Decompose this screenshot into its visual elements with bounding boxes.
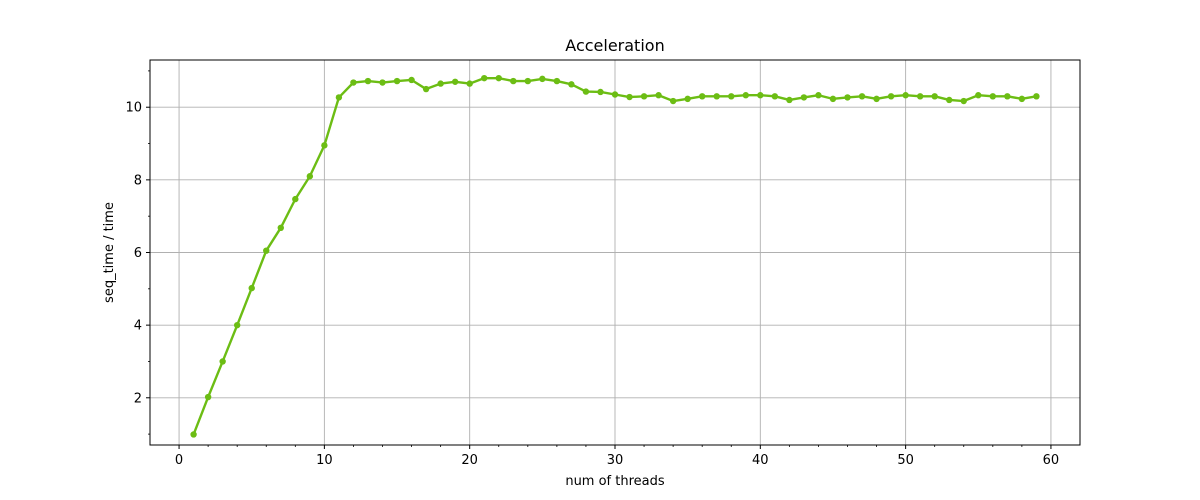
- data-point: [568, 81, 575, 88]
- data-point: [844, 94, 851, 101]
- data-point: [742, 92, 749, 99]
- data-point: [698, 93, 706, 100]
- data-point: [931, 93, 938, 100]
- data-point: [989, 93, 997, 100]
- tick-layer: 0 10 20 30 40 50 60 2 4 6 8 10: [125, 70, 1060, 468]
- data-point: [393, 77, 401, 85]
- data-point: [887, 93, 895, 100]
- data-point: [495, 74, 502, 82]
- y-axis-label: seq_time / time: [102, 202, 117, 303]
- data-point: [728, 93, 735, 100]
- y-tick-label: 6: [134, 246, 142, 261]
- data-point: [248, 284, 255, 292]
- data-point: [233, 321, 241, 329]
- x-tick-label: 20: [461, 453, 478, 468]
- data-point: [437, 80, 444, 87]
- data-point: [669, 97, 677, 105]
- data-point: [597, 88, 604, 96]
- data-point: [873, 95, 880, 103]
- x-tick-label: 0: [175, 453, 183, 468]
- data-point: [277, 224, 284, 232]
- data-point: [800, 94, 808, 101]
- data-point: [946, 96, 953, 104]
- x-tick-label: 30: [607, 453, 624, 468]
- x-tick-label: 50: [897, 453, 914, 468]
- data-point: [786, 96, 793, 104]
- x-tick-label: 60: [1043, 453, 1060, 468]
- data-point: [466, 80, 473, 87]
- data-point: [1004, 93, 1011, 100]
- data-point: [335, 94, 343, 101]
- data-point: [190, 431, 197, 438]
- data-point: [219, 358, 226, 365]
- y-tick-label: 2: [134, 391, 142, 406]
- data-point: [524, 77, 532, 85]
- data-point: [960, 97, 967, 105]
- data-point: [350, 79, 357, 86]
- data-point: [422, 85, 430, 93]
- data-point: [1033, 93, 1040, 100]
- data-point: [306, 173, 314, 180]
- x-tick-label: 40: [752, 453, 769, 468]
- data-point: [757, 92, 764, 99]
- data-point: [713, 93, 720, 100]
- data-point: [640, 93, 648, 100]
- data-point: [684, 95, 691, 103]
- data-point: [655, 92, 662, 99]
- data-point: [815, 92, 822, 99]
- data-point: [626, 93, 633, 101]
- y-tick-label: 10: [125, 101, 142, 116]
- data-point: [379, 79, 386, 86]
- data-point: [204, 393, 212, 401]
- data-point: [858, 93, 866, 100]
- data-layer: [190, 74, 1040, 438]
- data-point: [582, 88, 590, 95]
- data-point: [321, 142, 328, 149]
- data-point: [771, 93, 779, 100]
- data-point: [553, 77, 561, 85]
- data-point: [539, 75, 546, 83]
- data-point: [451, 78, 459, 85]
- data-point: [916, 93, 924, 100]
- data-point: [510, 77, 517, 85]
- data-point: [408, 76, 415, 84]
- data-point: [292, 195, 299, 203]
- x-tick-label: 10: [316, 453, 333, 468]
- data-point: [902, 92, 909, 99]
- grid-layer: [150, 60, 1080, 445]
- data-point: [364, 77, 372, 85]
- data-point: [481, 74, 488, 82]
- data-point: [829, 95, 837, 103]
- data-point: [611, 91, 619, 98]
- chart-title: Acceleration: [565, 36, 664, 55]
- data-point: [975, 92, 982, 99]
- x-axis-label: num of threads: [565, 474, 665, 489]
- data-point: [1018, 95, 1026, 103]
- y-tick-label: 4: [134, 319, 142, 334]
- data-point: [263, 247, 270, 254]
- y-tick-label: 8: [134, 173, 142, 188]
